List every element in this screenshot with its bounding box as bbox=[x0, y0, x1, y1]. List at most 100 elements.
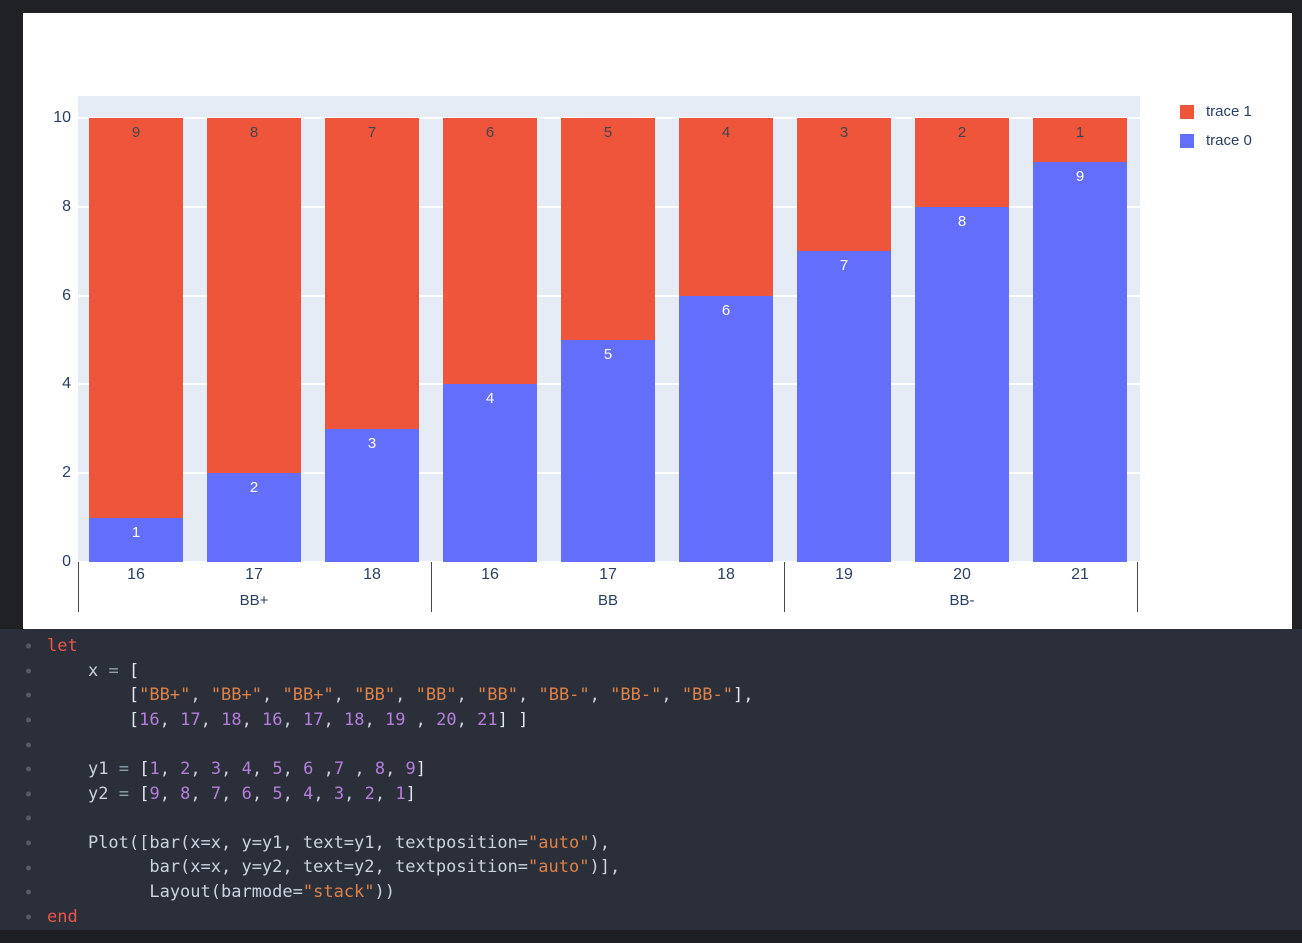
line-bullet-icon bbox=[26, 643, 31, 649]
x-group-divider bbox=[77, 562, 79, 612]
code-token: Layout(barmode= bbox=[47, 881, 303, 902]
bar-trace1-BB+-17[interactable]: 8 bbox=[207, 118, 301, 474]
code-token bbox=[119, 661, 129, 681]
line-bullet-icon bbox=[26, 692, 31, 698]
bar-value-label: 1 bbox=[1075, 124, 1085, 141]
bar-trace0-BB-17[interactable]: 5 bbox=[561, 340, 655, 562]
code-token: ] ] bbox=[497, 709, 529, 730]
code-token: "BB" bbox=[477, 685, 518, 706]
code-token bbox=[98, 661, 108, 681]
bar-trace0-BB+-18[interactable]: 3 bbox=[325, 428, 419, 562]
line-bullet-icon bbox=[26, 742, 31, 748]
bar-trace1-BB-16[interactable]: 6 bbox=[443, 118, 537, 385]
code-token bbox=[108, 759, 118, 779]
y-tick-0: 0 bbox=[62, 553, 71, 570]
code-line-7[interactable]: y2 = [9, 8, 7, 6, 5, 4, 3, 2, 1] bbox=[0, 782, 1302, 807]
x-sub-label-18: 18 bbox=[717, 566, 735, 583]
code-token: , bbox=[159, 709, 181, 730]
code-token bbox=[47, 661, 88, 681]
bar-trace0-BB--21[interactable]: 9 bbox=[1033, 162, 1127, 562]
code-line-11[interactable]: Layout(barmode="stack")) bbox=[0, 880, 1302, 905]
legend-item-trace-0[interactable]: trace 0 bbox=[1180, 132, 1252, 149]
x-group-label-BB: BB bbox=[597, 592, 619, 609]
bar-trace0-BB-18[interactable]: 6 bbox=[679, 295, 773, 562]
code-token: 16 bbox=[139, 709, 160, 730]
bar-trace1-BB+-16[interactable]: 9 bbox=[89, 118, 183, 518]
code-token: 2 bbox=[364, 783, 375, 804]
code-token: "BB-" bbox=[538, 685, 590, 706]
x-group-label-BB+: BB+ bbox=[239, 592, 269, 609]
code-token: )], bbox=[589, 857, 621, 878]
code-line-10[interactable]: bar(x=x, y=y2, text=y2, textposition="au… bbox=[0, 855, 1302, 880]
bar-trace0-BB+-17[interactable]: 2 bbox=[207, 473, 301, 562]
line-bullet-icon bbox=[26, 791, 31, 797]
code-editor[interactable]: let x = [ ["BB+", "BB+", "BB+", "BB", "B… bbox=[0, 629, 1302, 930]
code-token: , bbox=[661, 685, 682, 706]
bar-trace1-BB--19[interactable]: 3 bbox=[797, 118, 891, 252]
code-token: 1 bbox=[395, 783, 406, 804]
line-bullet-icon bbox=[26, 840, 31, 846]
code-token: 20 bbox=[436, 709, 457, 730]
code-token: 9 bbox=[149, 783, 160, 804]
bar-value-label: 5 bbox=[603, 346, 613, 363]
code-token: , bbox=[251, 783, 273, 804]
code-token: 8 bbox=[374, 758, 386, 779]
code-token: "stack" bbox=[302, 881, 375, 902]
bar-trace1-BB-17[interactable]: 5 bbox=[561, 118, 655, 340]
y-tick-8: 8 bbox=[62, 197, 71, 215]
code-token: , bbox=[159, 758, 181, 779]
code-line-9[interactable]: Plot([bar(x=x, y=y1, text=y1, textpositi… bbox=[0, 831, 1302, 856]
line-bullet-icon bbox=[26, 865, 31, 871]
code-token: bar(x=x, y=y2, text=y2, textposition= bbox=[47, 857, 529, 878]
code-line-2[interactable]: x = [ bbox=[0, 659, 1302, 684]
code-token: [ bbox=[139, 783, 150, 804]
code-line-1[interactable]: let bbox=[0, 634, 1302, 659]
code-line-4[interactable]: [16, 17, 18, 16, 17, 18, 19 , 20, 21] ] bbox=[0, 708, 1302, 733]
x-sub-label-18: 18 bbox=[363, 566, 381, 583]
bar-trace0-BB--19[interactable]: 7 bbox=[797, 251, 891, 562]
code-line-12[interactable]: end bbox=[0, 905, 1302, 930]
code-line-8[interactable] bbox=[0, 806, 1302, 831]
code-token: , bbox=[241, 709, 263, 730]
code-token: 2 bbox=[180, 758, 191, 779]
bar-trace1-BB--20[interactable]: 2 bbox=[915, 118, 1009, 207]
bar-value-label: 3 bbox=[839, 124, 849, 141]
code-token: , bbox=[517, 685, 539, 706]
plot-area: 9 1 8 2 7 3 6 4 5 5 4 6 3 7 2 8 1 9 bbox=[78, 96, 1140, 563]
bar-value-label: 3 bbox=[367, 434, 377, 452]
code-token: , bbox=[200, 709, 222, 730]
line-bullet-icon bbox=[26, 766, 31, 772]
bar-trace1-BB+-18[interactable]: 7 bbox=[325, 118, 419, 429]
bar-value-label: 8 bbox=[957, 212, 967, 230]
code-token: 17 bbox=[303, 709, 324, 730]
legend-item-trace-1[interactable]: trace 1 bbox=[1180, 103, 1252, 120]
code-token: , bbox=[282, 783, 304, 804]
bar-trace0-BB--20[interactable]: 8 bbox=[915, 206, 1009, 562]
bottom-strip bbox=[0, 930, 1302, 943]
bar-value-label: 7 bbox=[367, 124, 377, 141]
gridline-y0 bbox=[78, 561, 1140, 563]
code-line-5[interactable] bbox=[0, 732, 1302, 757]
code-token: "BB+" bbox=[282, 685, 334, 706]
bar-value-label: 9 bbox=[1075, 168, 1085, 186]
code-token: "BB+" bbox=[210, 685, 262, 706]
code-token: , bbox=[190, 783, 211, 804]
code-line-6[interactable]: y1 = [1, 2, 3, 4, 5, 6 ,7 , 8, 9] bbox=[0, 757, 1302, 782]
code-token: y1 bbox=[87, 758, 109, 779]
code-line-3[interactable]: ["BB+", "BB+", "BB+", "BB", "BB", "BB", … bbox=[0, 683, 1302, 708]
bar-trace0-BB+-16[interactable]: 1 bbox=[89, 517, 183, 562]
code-token: )) bbox=[374, 881, 396, 902]
bar-trace1-BB-18[interactable]: 4 bbox=[679, 118, 773, 296]
bar-trace0-BB-16[interactable]: 4 bbox=[443, 384, 537, 562]
code-token: [ bbox=[139, 758, 150, 779]
code-token: = bbox=[108, 660, 119, 681]
legend-label: trace 1 bbox=[1206, 103, 1252, 120]
bar-value-label: 6 bbox=[721, 301, 731, 319]
code-token: = bbox=[118, 758, 129, 779]
x-group-divider bbox=[783, 562, 785, 612]
code-token: let bbox=[47, 636, 78, 656]
code-token: ] bbox=[405, 783, 416, 804]
code-token: , bbox=[323, 709, 344, 730]
bar-trace1-BB--21[interactable]: 1 bbox=[1033, 118, 1127, 163]
